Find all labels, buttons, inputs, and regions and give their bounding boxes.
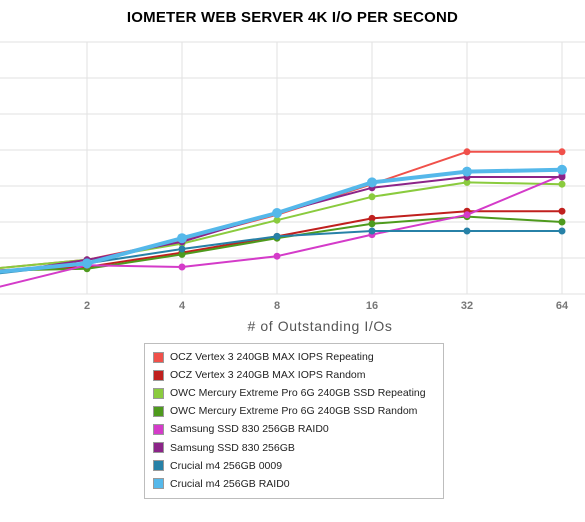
legend-item: OWC Mercury Extreme Pro 6G 240GB SSD Rep… — [153, 384, 435, 402]
data-point — [368, 227, 376, 235]
data-point — [368, 220, 376, 228]
data-point — [272, 208, 282, 218]
data-point — [463, 148, 471, 156]
legend-item: Crucial m4 256GB RAID0 — [153, 475, 435, 493]
legend-label: OCZ Vertex 3 240GB MAX IOPS Random — [170, 369, 366, 382]
data-point — [558, 180, 566, 188]
data-point — [177, 233, 187, 244]
legend-label: OWC Mercury Extreme Pro 6G 240GB SSD Rep… — [170, 387, 426, 400]
x-tick-label: 2 — [84, 300, 90, 312]
legend-swatch — [153, 423, 164, 435]
legend-swatch — [153, 369, 164, 381]
data-point — [462, 166, 472, 177]
legend: OCZ Vertex 3 240GB MAX IOPS Repeating OCZ… — [144, 343, 444, 499]
data-point — [367, 177, 377, 188]
legend-swatch — [153, 387, 164, 399]
x-axis-label: # of Outstanding I/Os — [247, 318, 393, 334]
legend-label: OCZ Vertex 3 240GB MAX IOPS Repeating — [170, 351, 374, 364]
data-point — [558, 207, 566, 215]
data-point — [273, 232, 281, 240]
legend-label: Crucial m4 256GB RAID0 — [170, 477, 290, 490]
data-point — [463, 178, 471, 186]
legend-label: OWC Mercury Extreme Pro 6G 240GB SSD Ran… — [170, 405, 418, 418]
legend-item: Samsung SSD 830 256GB RAID0 — [153, 420, 435, 438]
legend-swatch — [153, 351, 164, 363]
data-point — [463, 211, 471, 219]
data-point — [463, 227, 471, 235]
legend-label: Samsung SSD 830 256GB — [170, 441, 295, 454]
legend-swatch — [153, 478, 164, 490]
data-point — [273, 216, 281, 224]
legend-label: Samsung SSD 830 256GB RAID0 — [170, 423, 329, 436]
data-point — [558, 173, 566, 181]
chart-title: IOMETER WEB SERVER 4K I/O PER SECOND — [126, 9, 459, 26]
data-point — [368, 193, 376, 201]
legend-item: OCZ Vertex 3 240GB MAX IOPS Random — [153, 366, 435, 384]
data-point — [178, 245, 186, 253]
legend-item: Crucial m4 256GB 0009 — [153, 457, 435, 475]
legend-swatch — [153, 442, 164, 454]
x-tick-label: 32 — [461, 300, 473, 312]
data-point — [558, 227, 566, 235]
legend-item: OCZ Vertex 3 240GB MAX IOPS Repeating — [153, 348, 435, 366]
legend-swatch — [153, 460, 164, 472]
data-point — [273, 252, 281, 260]
data-point — [558, 148, 566, 156]
data-point — [368, 214, 376, 222]
series-line — [0, 167, 563, 274]
x-tick-label: 64 — [556, 300, 569, 312]
data-point — [558, 218, 566, 226]
data-point — [557, 164, 567, 175]
legend-item: OWC Mercury Extreme Pro 6G 240GB SSD Ran… — [153, 402, 435, 420]
legend-swatch — [153, 405, 164, 417]
data-point — [178, 250, 186, 258]
legend-item: Samsung SSD 830 256GB — [153, 438, 435, 456]
x-tick-label: 4 — [179, 300, 186, 312]
line-chart: 2 4 8 16 32 64 — [0, 41, 585, 312]
data-point — [178, 263, 186, 271]
legend-label: Crucial m4 256GB 0009 — [170, 459, 283, 472]
data-point — [82, 258, 92, 269]
x-tick-label: 8 — [274, 300, 280, 312]
x-tick-label: 16 — [366, 300, 378, 312]
